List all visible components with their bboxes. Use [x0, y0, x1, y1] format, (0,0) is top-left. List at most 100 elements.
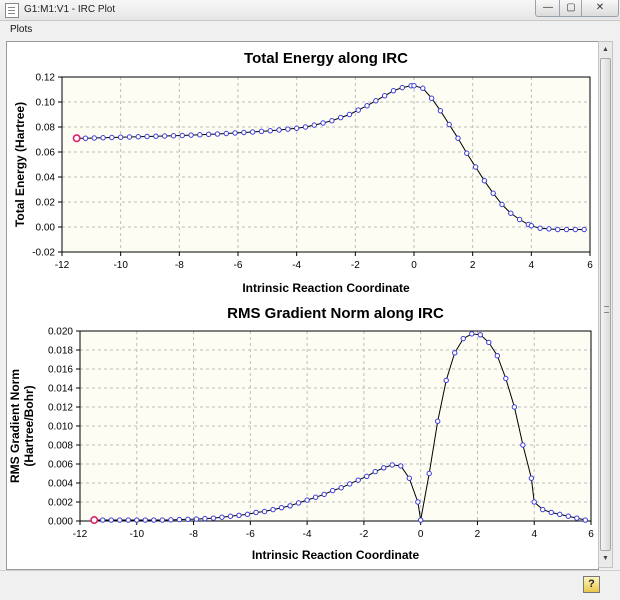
data-point: [179, 132, 185, 139]
x-axis-label: Intrinsic Reaction Coordinate: [252, 548, 420, 562]
data-point: [285, 126, 291, 132]
x-tick-label: 2: [470, 260, 476, 271]
data-point: [528, 223, 535, 229]
plot-background: [61, 76, 591, 253]
x-tick-label: 4: [531, 529, 537, 540]
data-point: [398, 463, 404, 469]
data-point: [455, 135, 461, 141]
data-point: [460, 335, 466, 342]
data-point: [320, 120, 326, 126]
plot-border: [61, 76, 591, 253]
data-point: [125, 517, 131, 523]
y-tick-label: 0.008: [48, 441, 73, 452]
data-point: [435, 418, 441, 424]
grip-icon: [604, 306, 609, 313]
data-point: [261, 508, 268, 515]
data-point: [236, 512, 242, 518]
x-axis-label: Intrinsic Reaction Coordinate: [242, 281, 410, 295]
y-tick-label: 0.08: [36, 123, 56, 134]
data-point: [537, 225, 543, 231]
data-point: [381, 93, 388, 99]
data-point: [312, 494, 319, 500]
data-point: [134, 517, 140, 523]
data-point: [159, 517, 166, 523]
data-point: [426, 470, 432, 477]
chart-title: Total Energy along IRC: [244, 50, 408, 67]
data-point: [270, 506, 276, 513]
data-point: [446, 121, 452, 128]
data-point: [276, 127, 282, 133]
data-point: [399, 84, 405, 91]
highlight-point: [90, 516, 99, 525]
data-point: [135, 134, 141, 140]
data-point: [117, 134, 124, 140]
y-tick-label: 0.014: [48, 384, 73, 395]
y-tick-label: 0.04: [36, 173, 56, 184]
data-point: [516, 216, 523, 223]
menu-plots[interactable]: Plots: [10, 24, 33, 35]
data-point: [108, 517, 114, 523]
vertical-scrollbar[interactable]: ▲ ▼: [598, 41, 613, 568]
x-tick-label: -10: [130, 529, 145, 540]
data-point: [563, 226, 570, 233]
x-tick-label: -12: [55, 260, 70, 271]
scroll-thumb[interactable]: [600, 58, 611, 551]
y-tick-label: 0.006: [48, 460, 73, 471]
data-point: [494, 353, 501, 359]
data-point: [168, 517, 174, 523]
data-point: [499, 201, 505, 208]
data-point: [548, 509, 554, 516]
y-tick-label: 0.12: [36, 73, 56, 84]
x-tick-label: 0: [411, 260, 417, 271]
data-point: [241, 129, 247, 136]
y-tick-label: 0.010: [48, 422, 73, 433]
y-axis-label: (Hartree/Bohr): [22, 385, 36, 466]
data-point: [117, 517, 123, 523]
data-point: [565, 513, 571, 519]
y-tick-label: 0.012: [48, 403, 73, 414]
data-point: [381, 465, 387, 471]
x-tick-label: -6: [234, 260, 243, 271]
close-button[interactable]: ✕: [581, 0, 619, 17]
x-tick-label: -6: [246, 529, 255, 540]
data-point: [210, 515, 217, 521]
data-point: [372, 468, 378, 475]
data-point: [144, 133, 150, 140]
data-point: [295, 500, 302, 506]
plot-border: [79, 330, 592, 522]
data-point: [249, 129, 256, 135]
data-point: [244, 511, 251, 518]
y-tick-label: 0.020: [48, 327, 73, 338]
y-tick-label: 0.002: [48, 498, 73, 509]
data-point: [100, 135, 106, 141]
data-point: [267, 128, 273, 134]
data-point: [202, 515, 208, 522]
data-point: [511, 404, 518, 410]
data-point: [311, 122, 317, 128]
data-point: [481, 178, 488, 184]
data-point: [364, 103, 370, 109]
data-point: [346, 111, 353, 118]
help-icon[interactable]: ?: [583, 576, 600, 593]
y-tick-label: 0.06: [36, 148, 56, 159]
menu-bar: Plots: [0, 21, 620, 39]
data-point: [100, 517, 106, 523]
highlight-point: [72, 134, 81, 143]
chart-title: RMS Gradient Norm along IRC: [227, 305, 444, 322]
scroll-up-arrow-icon[interactable]: ▲: [602, 46, 609, 53]
x-tick-label: 4: [529, 260, 535, 271]
data-point: [428, 95, 435, 101]
x-tick-label: -8: [189, 529, 198, 540]
total-energy-chart: -12 -10 -8 -6 -4 -2 0 2 4 6 -0.02 0.00 0.02 0.04 0.06 0…: [13, 50, 593, 295]
data-point: [355, 107, 361, 113]
data-point: [581, 226, 587, 233]
data-point: [417, 517, 424, 523]
data-point: [508, 210, 514, 216]
data-point: [232, 130, 238, 136]
data-point: [437, 108, 444, 114]
data-point: [91, 135, 97, 141]
scroll-down-arrow-icon[interactable]: ▼: [602, 555, 609, 562]
data-point: [170, 133, 177, 139]
y-axis-label: RMS Gradient Norm: [8, 369, 22, 483]
